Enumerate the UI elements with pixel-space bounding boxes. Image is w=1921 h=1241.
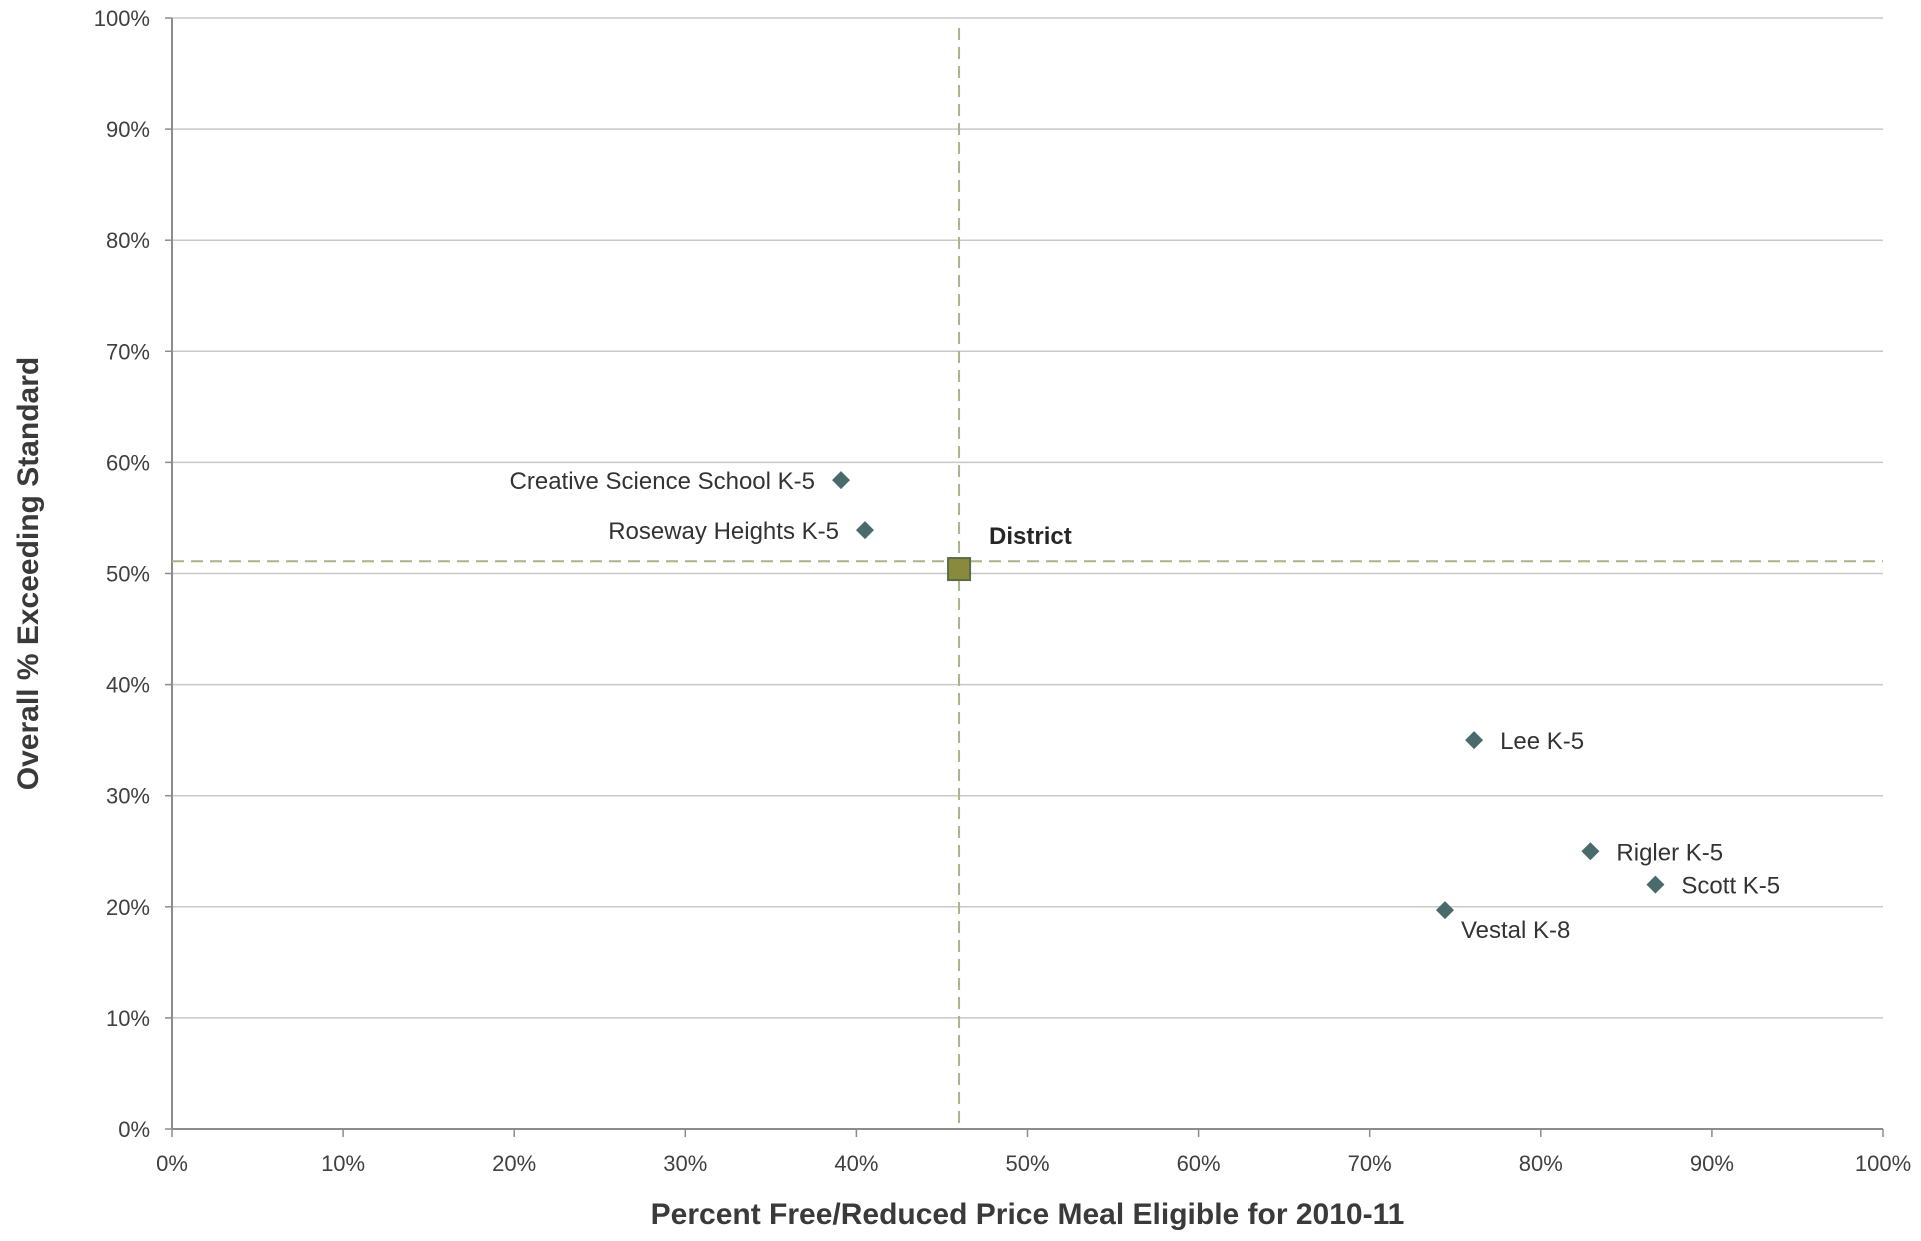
- y-tick-label: 80%: [106, 228, 150, 253]
- point-labels: Creative Science School K-5 Roseway Heigh…: [510, 468, 1781, 944]
- school-point: [855, 521, 874, 540]
- y-gridlines: [172, 17, 1883, 1019]
- x-tick-label: 30%: [663, 1151, 707, 1176]
- district-point: [947, 557, 972, 582]
- school-point: [832, 471, 851, 490]
- y-tick-label: 20%: [106, 895, 150, 920]
- y-tick-label: 10%: [106, 1006, 150, 1031]
- y-axis-title: Overall % Exceeding Standard: [12, 357, 45, 791]
- y-tick-label: 50%: [106, 562, 150, 587]
- y-tick-label: 70%: [106, 339, 150, 364]
- x-tick-label: 50%: [1005, 1151, 1049, 1176]
- y-tick-label: 100%: [94, 6, 150, 31]
- school-point: [1581, 842, 1600, 861]
- school-point: [1646, 875, 1665, 894]
- x-tick-labels: 0% 10% 20% 30% 40% 50% 60% 70% 80% 90% 100%: [156, 1129, 1911, 1176]
- x-tick-label: 40%: [834, 1151, 878, 1176]
- x-tick-label: 20%: [492, 1151, 536, 1176]
- y-tick-label: 0%: [118, 1117, 150, 1142]
- x-tick-label: 70%: [1348, 1151, 1392, 1176]
- y-tick-label: 30%: [106, 784, 150, 809]
- school-point-label: Lee K-5: [1500, 728, 1584, 755]
- school-point-label: Vestal K-8: [1461, 917, 1570, 944]
- school-point-label: Rigler K-5: [1616, 839, 1723, 866]
- school-point: [1465, 731, 1484, 750]
- x-axis-title: Percent Free/Reduced Price Meal Eligible…: [651, 1198, 1405, 1231]
- school-point: [1435, 901, 1454, 920]
- x-tick-label: 10%: [321, 1151, 365, 1176]
- data-points: [832, 471, 1665, 920]
- y-tick-label: 40%: [106, 673, 150, 698]
- y-tick-label: 60%: [106, 450, 150, 475]
- district-point-label: District: [989, 523, 1072, 550]
- school-point-label: Scott K-5: [1681, 873, 1780, 900]
- x-tick-label: 90%: [1690, 1151, 1734, 1176]
- x-tick-label: 80%: [1519, 1151, 1563, 1176]
- school-point-label: Creative Science School K-5: [510, 468, 815, 495]
- district-reference-lines: [172, 28, 1883, 1129]
- x-tick-label: 100%: [1855, 1151, 1911, 1176]
- school-point-label: Roseway Heights K-5: [608, 518, 839, 545]
- x-tick-label: 60%: [1177, 1151, 1221, 1176]
- y-tick-label: 90%: [106, 117, 150, 142]
- y-tick-labels: 0% 10% 20% 30% 40% 50% 60% 70% 80% 90% 100%: [94, 6, 172, 1142]
- x-tick-label: 0%: [156, 1151, 188, 1176]
